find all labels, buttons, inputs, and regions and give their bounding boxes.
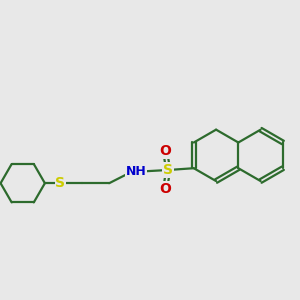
- Text: S: S: [163, 163, 173, 177]
- Text: S: S: [55, 176, 65, 190]
- Text: NH: NH: [126, 165, 146, 178]
- Text: O: O: [159, 144, 171, 158]
- Text: O: O: [159, 182, 171, 196]
